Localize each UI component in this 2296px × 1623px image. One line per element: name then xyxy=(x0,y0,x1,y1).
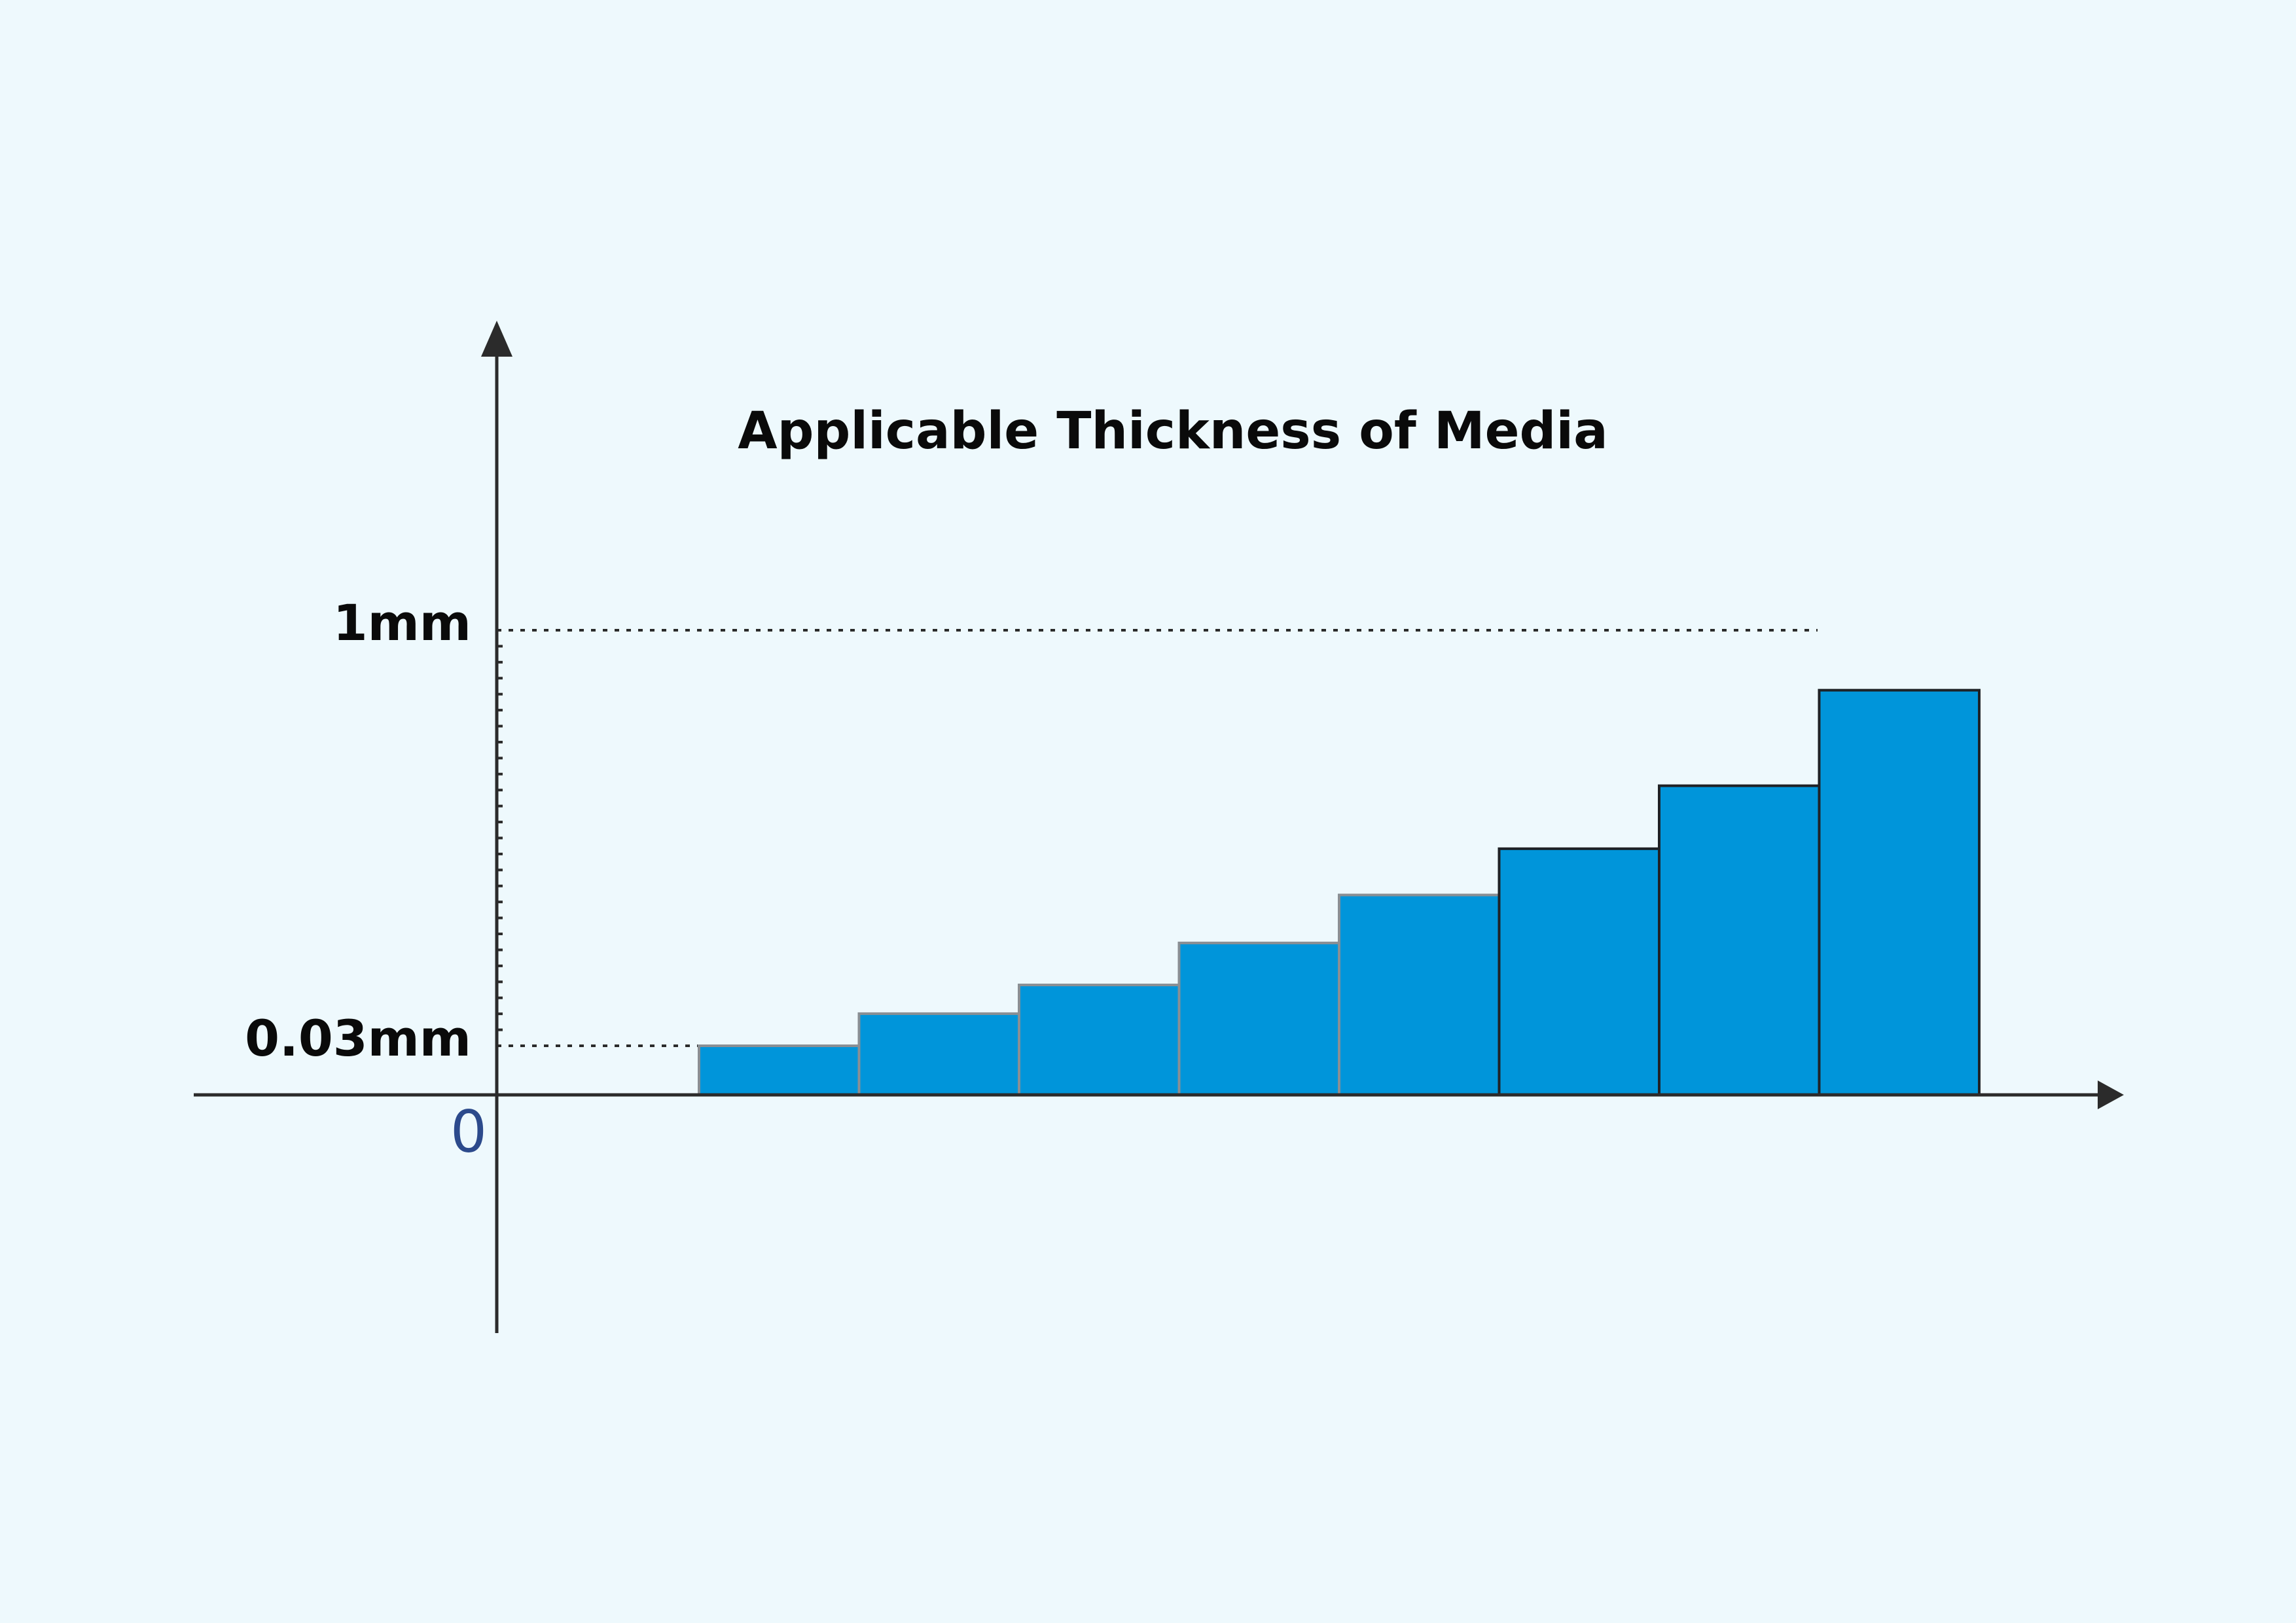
bar xyxy=(1498,847,1660,1096)
origin-label: 0 xyxy=(450,1098,487,1166)
x-axis-arrow xyxy=(2098,1080,2124,1109)
bar xyxy=(1177,941,1340,1096)
bar xyxy=(1018,984,1181,1097)
bar xyxy=(1338,893,1501,1096)
y-tick-label-0.03mm: 0.03mm xyxy=(245,1009,471,1067)
bar xyxy=(1818,688,1981,1097)
y-axis-arrow xyxy=(481,321,512,357)
bar xyxy=(698,1044,861,1096)
axes xyxy=(194,321,2124,1333)
chart-title: Applicable Thickness of Media xyxy=(738,402,1607,461)
reference-lines xyxy=(497,629,1818,1047)
bar xyxy=(1658,784,1821,1096)
y-tick-label-1mm: 1mm xyxy=(333,594,471,652)
bars xyxy=(698,688,1981,1097)
bar xyxy=(857,1012,1020,1097)
